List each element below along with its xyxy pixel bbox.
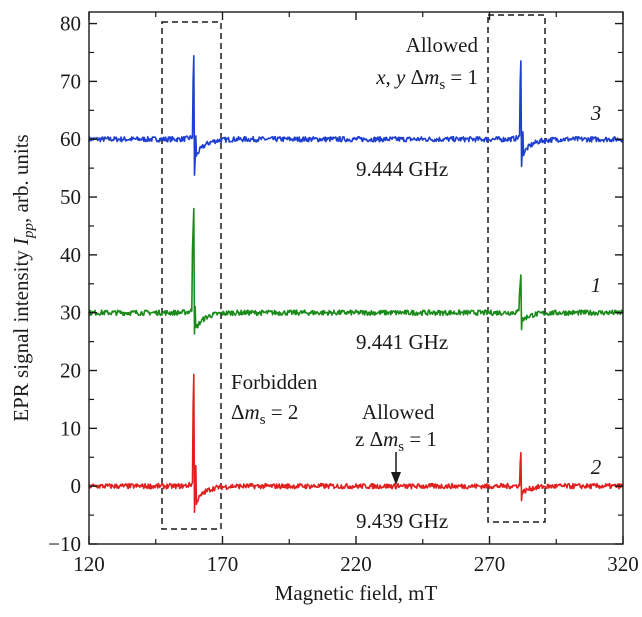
y-tick-label: 40 — [60, 243, 81, 267]
y-axis-label: EPR signal intensity Ipp, arb. units — [9, 134, 37, 421]
x-tick-label: 170 — [207, 552, 239, 576]
allowed-xy-line1: Allowed — [406, 33, 479, 57]
frequency-label-1: 9.441 GHz — [356, 330, 448, 354]
allowed-xy-delta: Δ — [405, 65, 424, 89]
allowed-xy-region-box — [487, 14, 546, 523]
forbidden-line2: Δms = 2 — [231, 400, 298, 428]
y-tick-label: 70 — [60, 69, 81, 93]
forbidden-sub: s — [260, 412, 266, 428]
y-tick-label: 20 — [60, 359, 81, 383]
axis-ticks: 120 170 220 270 320 −10 0 10 20 30 40 50 60 70 80 — [48, 12, 639, 576]
y-axis-label-units: , arb. units — [9, 134, 33, 223]
series-line-2 — [88, 373, 624, 513]
allowed-xy-y: y — [394, 65, 406, 89]
plot-frame — [88, 11, 624, 545]
allowed-z-eq: = 1 — [404, 427, 437, 451]
allowed-z-sub: s — [398, 439, 404, 455]
curve-number-2: 2 — [591, 455, 602, 479]
curve-number-1: 1 — [591, 273, 602, 297]
frequency-label-2: 9.439 GHz — [356, 509, 448, 533]
y-axis-label-subscript: pp — [21, 222, 37, 239]
y-axis-label-text: EPR signal intensity — [9, 245, 33, 422]
allowed-z-prefix: z Δ — [355, 427, 383, 451]
y-tick-label: 80 — [60, 12, 81, 36]
allowed-z-line2: z Δms = 1 — [355, 427, 437, 455]
x-tick-label: 220 — [340, 552, 372, 576]
allowed-xy-line2: x, y Δms = 1 — [375, 65, 478, 93]
x-tick-label: 120 — [73, 552, 105, 576]
y-tick-label: 60 — [60, 127, 81, 151]
forbidden-eq: = 2 — [266, 400, 299, 424]
curve-number-3: 3 — [590, 101, 602, 125]
y-tick-label: 30 — [60, 301, 81, 325]
allowed-xy-eq: = 1 — [445, 65, 478, 89]
allowed-xy-m: m — [424, 65, 439, 89]
forbidden-delta: Δ — [231, 400, 245, 424]
series-curves — [88, 54, 624, 513]
y-axis-label-symbol: I — [9, 237, 33, 246]
allowed-xy-x: x — [375, 65, 386, 89]
x-tick-label: 320 — [607, 552, 639, 576]
y-tick-label: 0 — [71, 474, 82, 498]
frequency-label-3: 9.444 GHz — [356, 157, 448, 181]
x-tick-label: 270 — [474, 552, 506, 576]
series-line-1 — [88, 207, 624, 335]
region-boxes — [161, 14, 546, 530]
allowed-z-line1: Allowed — [362, 400, 435, 424]
y-tick-label: 10 — [60, 416, 81, 440]
allowed-z-arrow — [391, 452, 401, 485]
allowed-z-m: m — [383, 427, 398, 451]
forbidden-region-box — [161, 21, 222, 530]
forbidden-line1: Forbidden — [231, 370, 318, 394]
allowed-xy-comma: , — [386, 65, 397, 89]
allowed-xy-sub: s — [439, 77, 445, 93]
x-axis-label: Magnetic field, mT — [275, 581, 438, 605]
series-line-3 — [88, 54, 624, 176]
y-tick-label: −10 — [48, 532, 81, 556]
y-tick-label: 50 — [60, 185, 81, 209]
forbidden-m: m — [245, 400, 260, 424]
